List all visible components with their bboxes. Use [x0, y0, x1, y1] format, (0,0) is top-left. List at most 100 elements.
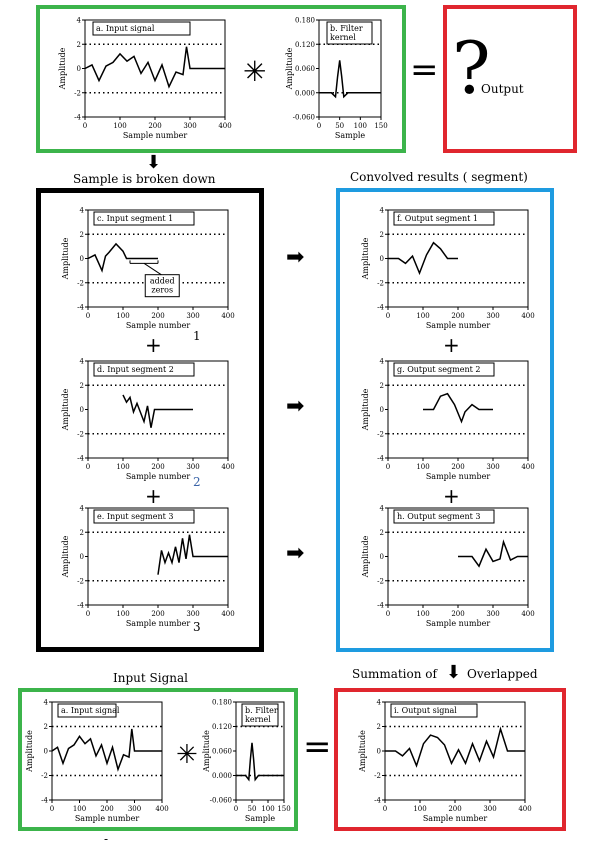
y-tick-label: 0 [80, 255, 84, 263]
x-axis-label: Sample number [126, 619, 191, 628]
y-tick-label: 4 [380, 505, 385, 513]
x-axis-label: Sample [335, 131, 366, 140]
convolution-star-top: ✳ [243, 55, 267, 88]
y-tick-label: 2 [380, 382, 384, 390]
y-tick-label: 4 [80, 207, 85, 215]
x-tick-label: 300 [486, 610, 499, 618]
plus-sign-2: + [145, 484, 162, 508]
y-tick-label: 0.060 [212, 748, 232, 756]
input-signal-frame-top [36, 5, 406, 153]
x-axis-label: Sample number [426, 321, 491, 330]
plot-title-box [93, 362, 195, 377]
x-axis-label: Sample [245, 814, 276, 823]
equals-sign-top: = [410, 50, 439, 90]
label-convolved-results: Convolved results ( segment) [350, 170, 528, 184]
output-frame [443, 5, 577, 153]
y-axis-label: Amplitude [58, 47, 67, 90]
y-tick-label: -4 [41, 797, 48, 805]
output-label: Output [481, 82, 524, 96]
y-tick-label: 4 [380, 358, 385, 366]
y-tick-label: -2 [77, 577, 84, 585]
annotation-box [144, 274, 180, 298]
y-tick-label: 4 [377, 699, 382, 707]
plot-title-box [92, 21, 191, 36]
x-tick-label: 300 [483, 805, 496, 813]
data-series [84, 46, 225, 89]
y-tick-label: 2 [77, 41, 81, 49]
x-tick-label: 200 [451, 312, 464, 320]
annotation-leader [143, 262, 162, 276]
plot-title: f. Output segment 1 [397, 214, 478, 223]
label-summation: Summation of [352, 667, 437, 681]
x-tick-label: 0 [386, 610, 390, 618]
y-tick-label: 0 [377, 748, 381, 756]
y-tick-label: 2 [44, 723, 48, 731]
y-axis-label: Amplitude [61, 388, 70, 431]
data-series [385, 726, 525, 768]
x-tick-label: 200 [151, 312, 164, 320]
data-series [51, 728, 162, 772]
plot-title-box [241, 703, 279, 727]
plot-title: a. Input signal [96, 24, 155, 33]
x-tick-label: 300 [186, 463, 199, 471]
x-tick-label: 100 [416, 610, 429, 618]
x-tick-label: 50 [248, 805, 257, 813]
x-axis-label: Sample number [426, 619, 491, 628]
y-tick-label: -4 [377, 304, 384, 312]
y-tick-label: 2 [80, 529, 84, 537]
plot-title: h. Output segment 3 [397, 512, 480, 521]
x-tick-label: 150 [374, 122, 387, 130]
plus-sign-out-2: + [443, 484, 460, 508]
right-arrow-2: ➡ [286, 394, 305, 419]
plot-title: kernel [245, 715, 271, 724]
x-tick-label: 200 [448, 805, 461, 813]
plot-title-box [393, 362, 495, 377]
x-tick-label: 200 [151, 610, 164, 618]
x-tick-label: 0 [86, 463, 90, 471]
y-tick-label: 0 [77, 65, 81, 73]
x-tick-label: 200 [151, 463, 164, 471]
plot-title: b. Filter [245, 706, 278, 715]
y-tick-label: -2 [377, 577, 384, 585]
x-tick-label: 400 [518, 805, 531, 813]
x-tick-label: 0 [317, 122, 321, 130]
segment-number-2: 2 [193, 475, 201, 489]
x-tick-label: 400 [221, 610, 234, 618]
plot-title-box [57, 703, 117, 718]
x-tick-label: 100 [116, 463, 129, 471]
bottom-dash: - [104, 832, 109, 846]
y-tick-label: -4 [77, 455, 84, 463]
label-input-signal: Input Signal [113, 671, 188, 685]
y-tick-label: -4 [374, 797, 381, 805]
y-tick-label: 0.180 [295, 17, 315, 25]
y-tick-label: 2 [380, 529, 384, 537]
label-broken-down: Sample is broken down [73, 172, 216, 186]
x-tick-label: 300 [183, 122, 196, 130]
x-tick-label: 400 [221, 312, 234, 320]
data-series [87, 242, 158, 273]
y-tick-label: 4 [80, 358, 85, 366]
data-series [122, 394, 193, 428]
x-tick-label: 300 [128, 805, 141, 813]
right-arrow-1: ➡ [286, 245, 305, 270]
x-tick-label: 100 [413, 805, 426, 813]
x-tick-label: 0 [234, 805, 238, 813]
input-signal-frame-bottom [18, 688, 298, 831]
plot-title: b. Filter [330, 24, 363, 33]
y-tick-label: 0 [380, 406, 384, 414]
y-tick-label: 0.120 [212, 723, 232, 731]
y-tick-label: -2 [374, 772, 381, 780]
x-tick-label: 400 [221, 463, 234, 471]
plot-title: e. Input segment 3 [97, 512, 173, 521]
x-tick-label: 0 [50, 805, 54, 813]
plot-title-box [326, 21, 373, 45]
x-tick-label: 100 [354, 122, 367, 130]
y-tick-label: -0.060 [210, 797, 232, 805]
x-tick-label: 100 [261, 805, 274, 813]
x-axis-label: Sample number [126, 321, 191, 330]
x-tick-label: 0 [86, 312, 90, 320]
x-axis-label: Sample number [426, 472, 491, 481]
